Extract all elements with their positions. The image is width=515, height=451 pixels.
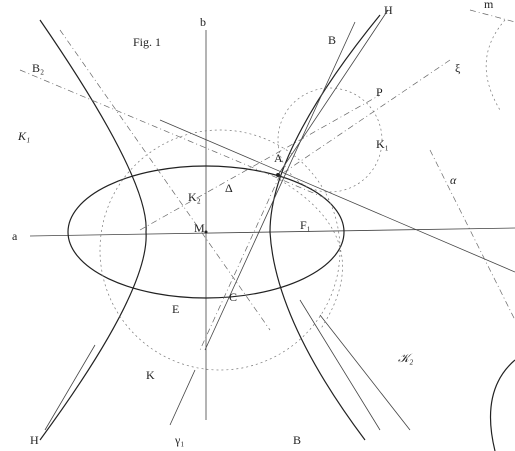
tangent-line (159, 119, 515, 273)
line (299, 299, 381, 431)
label: E (172, 302, 179, 316)
label: γ₁ (174, 433, 185, 447)
arc (489, 359, 515, 451)
label: B (293, 433, 301, 447)
point (204, 230, 208, 234)
tangent-line (277, 9, 389, 176)
label: a (12, 229, 18, 243)
point (276, 173, 280, 177)
arc (279, 179, 343, 331)
construction-line (429, 149, 515, 321)
arc (485, 19, 506, 111)
label: H (30, 433, 39, 447)
line (169, 369, 196, 426)
label: F₁ (300, 218, 311, 232)
label: Δ (225, 181, 233, 195)
label: A (274, 151, 283, 165)
label: M (194, 221, 205, 235)
hyperbola-left (39, 19, 147, 441)
label: K₁ (17, 129, 30, 143)
construction-line (59, 29, 271, 331)
tangent-line (204, 21, 356, 351)
label: H (384, 3, 393, 17)
label: C (229, 290, 237, 304)
line (319, 314, 411, 431)
line (44, 344, 96, 431)
label: B₂ (32, 61, 44, 75)
label: P (376, 85, 383, 99)
construction-line (279, 59, 451, 176)
label: b (200, 15, 206, 29)
hyperbola-right (269, 14, 381, 441)
label: K₂ (188, 190, 201, 204)
label: 𝒦₂ (398, 351, 413, 365)
circle (277, 87, 383, 193)
figure-title: Fig. 1 (133, 35, 161, 49)
label: K₁ (376, 137, 389, 151)
construction-line (19, 69, 331, 201)
construction-line (199, 174, 281, 351)
axis-a (29, 227, 515, 237)
construction-line (469, 9, 515, 23)
label: α (450, 173, 457, 187)
ellipse (67, 165, 345, 299)
label: ξ (455, 61, 461, 75)
circle (99, 129, 341, 371)
label: m (484, 0, 494, 11)
label: K (146, 368, 155, 382)
label: B (328, 33, 336, 47)
